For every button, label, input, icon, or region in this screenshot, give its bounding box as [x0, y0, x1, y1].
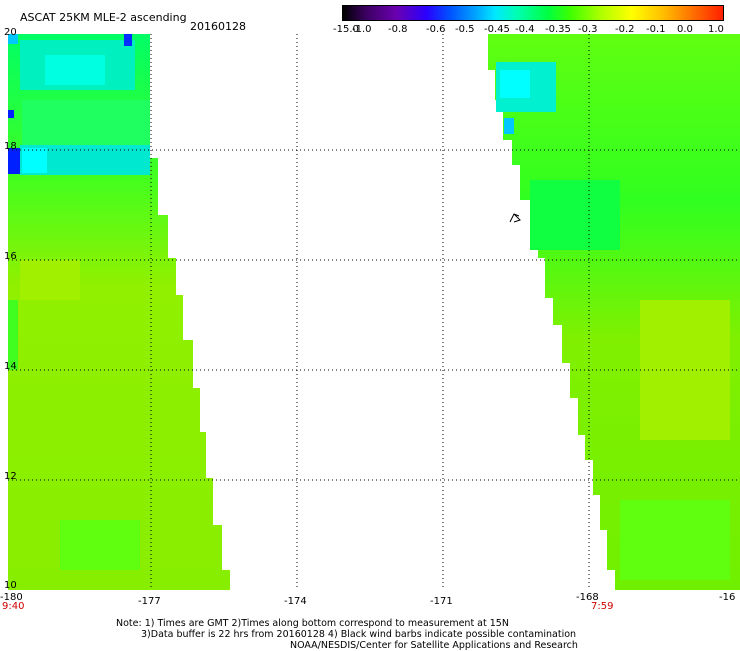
- product-title: ASCAT 25KM MLE-2 ascending: [20, 11, 187, 24]
- color-scale-label: -0.2: [615, 24, 635, 35]
- time-label-right: 7:59: [591, 601, 614, 612]
- time-label-left: 9:40: [2, 601, 25, 612]
- color-scale-label: -15.0: [333, 24, 359, 35]
- y-label-14: 14: [4, 361, 17, 372]
- x-label-165: -16: [719, 592, 736, 603]
- note-line-2: 3)Data buffer is 22 hrs from 20160128 4)…: [141, 629, 577, 640]
- x-label-171: -171: [430, 596, 453, 607]
- color-scale-label: -0.45: [484, 24, 510, 35]
- color-scale-label: 1.0: [708, 24, 724, 35]
- y-label-12: 12: [4, 471, 17, 482]
- low-value-pixel: [8, 148, 20, 174]
- x-label-174: -174: [284, 596, 307, 607]
- color-scale-label: -1.0: [352, 24, 372, 35]
- color-scale-label: -0.3: [578, 24, 598, 35]
- color-scale-label: -0.4: [515, 24, 535, 35]
- product-date: 20160128: [190, 20, 246, 33]
- color-scale-label: -0.8: [388, 24, 408, 35]
- color-scale-label: 0.0: [677, 24, 693, 35]
- y-label-16: 16: [4, 251, 17, 262]
- note-line-3: NOAA/NESDIS/Center for Satellite Applica…: [290, 640, 578, 651]
- color-scale-label: -0.35: [545, 24, 571, 35]
- color-scale-label: -0.5: [455, 24, 475, 35]
- right-swath: [488, 34, 740, 590]
- wind-barb-icon: [509, 213, 521, 223]
- x-label-177: -177: [138, 596, 161, 607]
- note-line-1: Note: 1) Times are GMT 2)Times along bot…: [116, 618, 509, 629]
- x-label-168: -168: [576, 592, 599, 603]
- y-label-10: 10: [4, 580, 17, 591]
- x-label-180: -180: [0, 592, 23, 603]
- color-scale-bar: [342, 5, 724, 21]
- color-scale-label: -0.6: [426, 24, 446, 35]
- grid: [8, 34, 740, 590]
- y-label-18: 18: [4, 141, 17, 152]
- color-scale-label: -0.1: [646, 24, 666, 35]
- y-label-20: 20: [4, 27, 17, 38]
